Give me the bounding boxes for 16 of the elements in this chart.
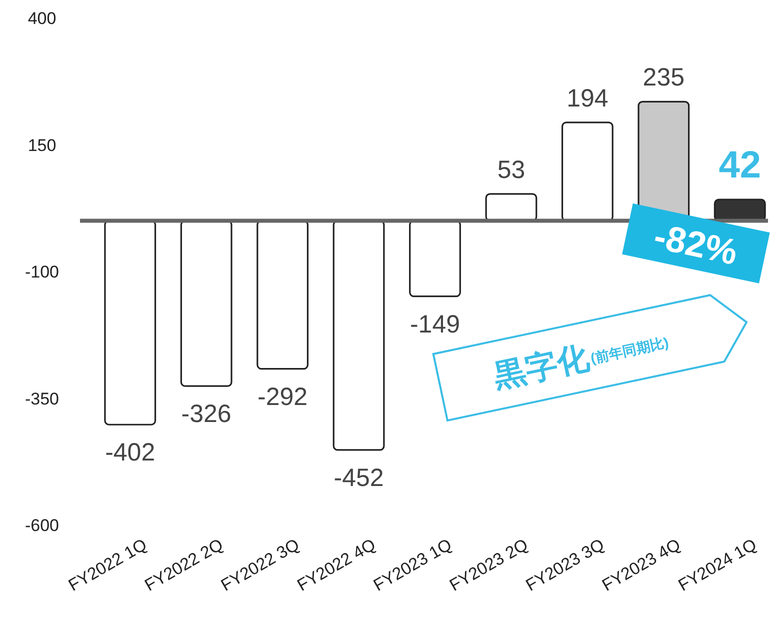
data-label: -402 <box>105 438 156 467</box>
annotation: (前年同期比) <box>589 334 670 366</box>
y-tick-label: -600 <box>24 516 60 535</box>
y-tick-label: -350 <box>24 389 60 408</box>
data-label: -292 <box>258 382 308 411</box>
data-label: 194 <box>566 84 608 112</box>
y-tick-label: 150 <box>28 136 56 155</box>
y-tick-label: -100 <box>24 262 60 282</box>
annotation: -82% <box>650 215 742 273</box>
data-label: -326 <box>181 400 232 428</box>
data-label: 235 <box>642 64 685 92</box>
data-label: 42 <box>718 144 762 187</box>
y-tick-label: 400 <box>28 9 56 28</box>
data-label: -452 <box>334 464 384 492</box>
data-label: -149 <box>410 310 460 338</box>
data-label: 53 <box>497 156 526 184</box>
